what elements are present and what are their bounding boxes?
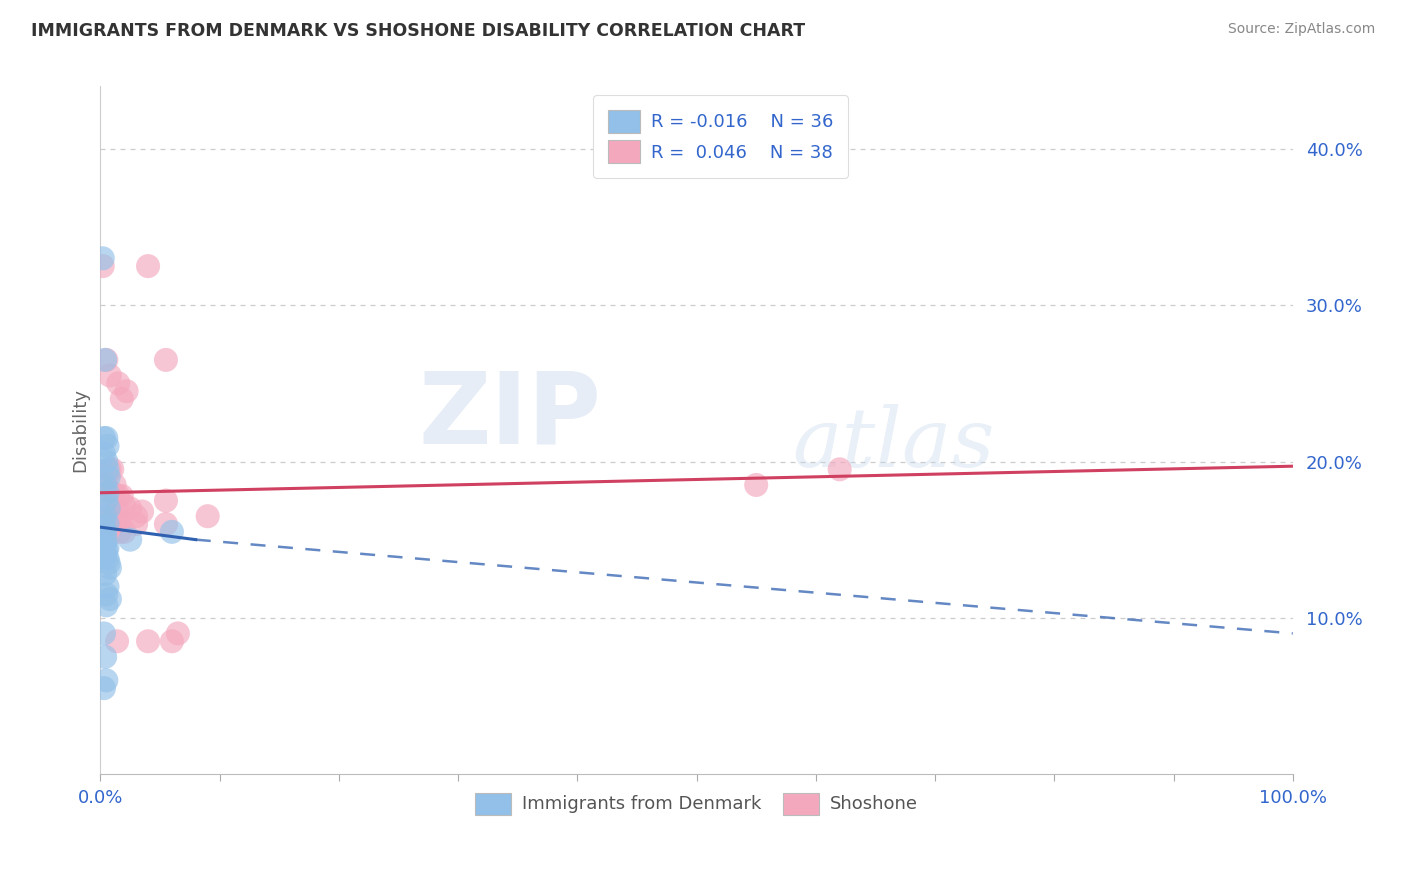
Point (120, 501, 142, 516)
Point (96, 439, 118, 453)
Point (108, 524, 131, 539)
Point (98, 501, 121, 516)
Point (94, 509, 117, 524)
Text: Source: ZipAtlas.com: Source: ZipAtlas.com (1227, 22, 1375, 37)
Point (96, 352, 118, 367)
Point (96, 673, 118, 688)
Point (155, 516, 177, 531)
Point (96, 431, 118, 445)
Point (96, 541, 118, 555)
Point (96, 462, 118, 476)
Point (111, 392, 134, 406)
Point (98, 561, 121, 575)
Point (167, 626, 190, 640)
Point (96, 533, 118, 547)
Point (155, 493, 177, 508)
Point (96, 516, 118, 531)
Point (111, 489, 134, 503)
Point (94, 549, 117, 563)
Point (97, 470, 120, 484)
Point (197, 509, 219, 524)
Point (94, 649, 117, 664)
Point (160, 524, 183, 539)
Y-axis label: Disability: Disability (72, 388, 89, 472)
Point (104, 478, 127, 492)
Point (94, 352, 117, 367)
Point (96, 478, 118, 492)
Point (91, 252, 114, 266)
Point (96, 454, 118, 468)
Point (96, 483, 118, 497)
Point (96, 485, 118, 500)
Point (97, 556, 120, 570)
Point (91, 259, 114, 273)
Point (94, 524, 117, 539)
Point (93, 520, 115, 534)
Point (93, 681, 115, 695)
Point (105, 634, 128, 648)
Point (136, 259, 159, 273)
Point (96, 587, 118, 601)
Point (112, 498, 135, 512)
Point (112, 524, 135, 539)
Text: ZIP: ZIP (419, 368, 602, 465)
Point (125, 516, 148, 531)
Point (136, 634, 159, 648)
Point (160, 634, 183, 648)
Point (115, 384, 138, 399)
Point (94, 478, 117, 492)
Point (107, 376, 129, 391)
Point (120, 533, 142, 547)
Point (107, 489, 129, 503)
Point (96, 543, 118, 558)
Text: atlas: atlas (792, 404, 994, 484)
Point (93, 431, 115, 445)
Point (101, 485, 124, 500)
Point (828, 462, 851, 476)
Point (105, 504, 128, 518)
Point (108, 514, 131, 528)
Point (97, 501, 120, 516)
Point (104, 516, 127, 531)
Point (94, 536, 117, 550)
Point (96, 599, 118, 613)
Point (98, 462, 121, 476)
Point (93, 447, 115, 461)
Point (94, 567, 117, 582)
Point (96, 493, 118, 508)
Text: IMMIGRANTS FROM DENMARK VS SHOSHONE DISABILITY CORRELATION CHART: IMMIGRANTS FROM DENMARK VS SHOSHONE DISA… (31, 22, 806, 40)
Point (96, 580, 118, 594)
Point (101, 462, 124, 476)
Point (93, 626, 115, 640)
Point (96, 551, 118, 566)
Legend: Immigrants from Denmark, Shoshone: Immigrants from Denmark, Shoshone (465, 783, 927, 823)
Point (100, 514, 122, 528)
Point (98, 592, 121, 607)
Point (155, 352, 177, 367)
Point (131, 504, 153, 518)
Point (98, 368, 121, 383)
Point (745, 478, 768, 492)
Point (96, 509, 118, 524)
Point (125, 509, 148, 524)
